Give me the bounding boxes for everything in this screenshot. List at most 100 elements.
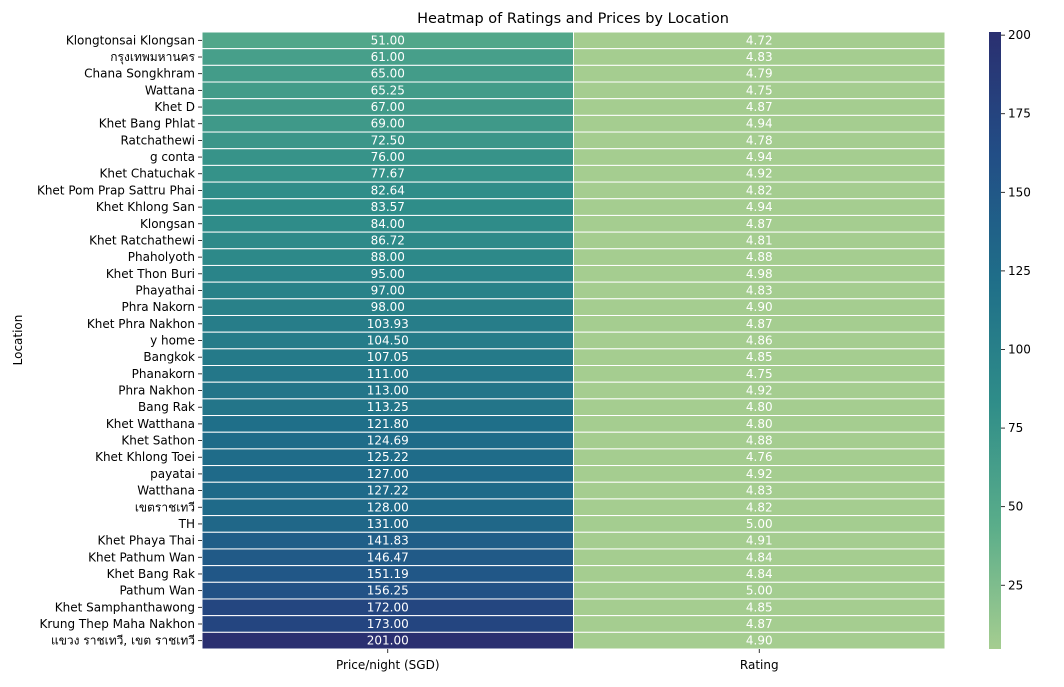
cell-value-label: 4.82 <box>746 183 773 197</box>
cell-value-label: 4.79 <box>746 67 773 81</box>
y-axis-label: Location <box>11 315 25 366</box>
cell-value-label: 107.05 <box>367 350 409 364</box>
cell-value-label: 4.75 <box>746 367 773 381</box>
cell-value-label: 141.83 <box>367 534 409 548</box>
cell-value-label: 4.82 <box>746 500 773 514</box>
row-tick-labels: Klongtonsai Klongsan กรุงเทพมหานคร Chana S… <box>37 33 202 648</box>
cell-value-label: 97.00 <box>371 283 405 297</box>
cell-value-label: 104.50 <box>367 334 409 348</box>
row-tick-label: Phayathai <box>135 283 195 297</box>
row-tick-label: TH <box>178 517 195 531</box>
cell-value-label: 65.25 <box>371 83 405 97</box>
cell-value-label: 4.92 <box>746 467 773 481</box>
heatmap-cells <box>201 31 946 650</box>
cell-value-label: 4.87 <box>746 317 773 331</box>
colorbar: 25 50 75 100 125 150 175 200 <box>989 28 1031 649</box>
row-tick-label: Khet D <box>154 100 195 114</box>
cell-value-label: 4.83 <box>746 50 773 64</box>
cell-value-label: 4.80 <box>746 417 773 431</box>
cell-value-label: 4.81 <box>746 233 773 247</box>
cell-value-label: 173.00 <box>367 617 409 631</box>
row-tick-label: Klongsan <box>140 217 195 231</box>
colorbar-tick-label: 200 <box>1008 28 1031 42</box>
cell-value-label: 4.94 <box>746 200 773 214</box>
cell-value-label: 4.98 <box>746 267 773 281</box>
row-tick-label: Khet Phaya Thai <box>98 534 195 548</box>
cell-value-label: 4.87 <box>746 617 773 631</box>
colorbar-gradient <box>989 32 1001 649</box>
row-tick-label: Khet Sathon <box>121 434 195 448</box>
cell-value-label: 95.00 <box>371 267 405 281</box>
row-tick-label: payatai <box>150 467 195 481</box>
cell-value-label: 128.00 <box>367 500 409 514</box>
cell-value-label: 4.90 <box>746 300 773 314</box>
row-tick-label: Khet Khlong San <box>96 200 195 214</box>
cell-value-label: 4.76 <box>746 450 773 464</box>
cell-value-label: 4.91 <box>746 534 773 548</box>
cell-value-label: 125.22 <box>367 450 409 464</box>
colorbar-tick-label: 50 <box>1008 500 1023 514</box>
cell-value-label: 151.19 <box>367 567 409 581</box>
column-tick-labels: Price/night (SGD) Rating <box>336 649 779 672</box>
row-tick-label: Phra Nakhon <box>118 384 195 398</box>
row-tick-label: Krung Thep Maha Nakhon <box>39 617 195 631</box>
cell-value-label: 124.69 <box>367 434 409 448</box>
chart-title: Heatmap of Ratings and Prices by Locatio… <box>417 11 729 27</box>
cell-value-label: 146.47 <box>367 550 409 564</box>
cell-value-label: 76.00 <box>371 150 405 164</box>
row-tick-label: Watthana <box>137 484 195 498</box>
cell-value-label: 172.00 <box>367 600 409 614</box>
cell-value-label: 4.94 <box>746 117 773 131</box>
row-tick-label: Khet Watthana <box>106 417 195 431</box>
cell-value-label: 77.67 <box>371 167 405 181</box>
cell-value-label: 4.80 <box>746 400 773 414</box>
row-tick-label: Phaholyoth <box>128 250 195 264</box>
colorbar-tick-label: 25 <box>1008 578 1023 592</box>
colorbar-tick-label: 125 <box>1008 264 1031 278</box>
cell-value-label: 4.94 <box>746 150 773 164</box>
cell-value-label: 4.92 <box>746 167 773 181</box>
cell-value-label: 4.84 <box>746 550 773 564</box>
cell-value-label: 4.85 <box>746 600 773 614</box>
cell-value-label: 98.00 <box>371 300 405 314</box>
cell-value-label: 131.00 <box>367 517 409 531</box>
colorbar-tick-label: 150 <box>1008 185 1031 199</box>
cell-value-label: 88.00 <box>371 250 405 264</box>
cell-value-label: 4.85 <box>746 350 773 364</box>
cell-value-label: 4.86 <box>746 334 773 348</box>
cell-value-label: 127.22 <box>367 484 409 498</box>
heatmap-cell-labels: 51.00 4.72 61.00 4.83 65.00 4.79 65.25 4.75 67.0… <box>367 33 773 647</box>
cell-value-label: 4.90 <box>746 634 773 648</box>
row-tick-label: Wattana <box>145 83 195 97</box>
row-tick-label: y home <box>150 334 195 348</box>
cell-value-label: 67.00 <box>371 100 405 114</box>
colorbar-tick-label: 175 <box>1008 107 1031 121</box>
row-tick-label: แขวง ราชเทวี, เขต ราชเทวี <box>51 634 195 648</box>
cell-value-label: 4.72 <box>746 33 773 47</box>
row-tick-label: Pathum Wan <box>119 584 195 598</box>
cell-value-label: 201.00 <box>367 634 409 648</box>
row-tick-label: Phanakorn <box>132 367 195 381</box>
row-tick-label: g conta <box>150 150 195 164</box>
cell-value-label: 86.72 <box>371 233 405 247</box>
cell-value-label: 61.00 <box>371 50 405 64</box>
row-tick-label: Bang Rak <box>138 400 195 414</box>
cell-value-label: 4.88 <box>746 250 773 264</box>
column-tick-label: Price/night (SGD) <box>336 658 440 672</box>
row-tick-label: Khet Thon Buri <box>106 267 195 281</box>
cell-value-label: 4.88 <box>746 434 773 448</box>
cell-value-label: 113.25 <box>367 400 409 414</box>
row-tick-label: Khet Bang Phlat <box>99 117 196 131</box>
row-tick-label: เขตราชเทวี <box>135 500 195 514</box>
cell-value-label: 4.92 <box>746 384 773 398</box>
row-tick-label: Khet Ratchathewi <box>89 233 195 247</box>
row-tick-label: Khet Samphanthawong <box>55 600 195 614</box>
cell-value-label: 65.00 <box>371 67 405 81</box>
cell-value-label: 82.64 <box>371 183 405 197</box>
colorbar-ticks: 25 50 75 100 125 150 175 200 <box>1001 28 1031 592</box>
row-tick-label: Bangkok <box>143 350 195 364</box>
cell-value-label: 113.00 <box>367 384 409 398</box>
cell-value-label: 4.83 <box>746 283 773 297</box>
cell-value-label: 4.87 <box>746 100 773 114</box>
